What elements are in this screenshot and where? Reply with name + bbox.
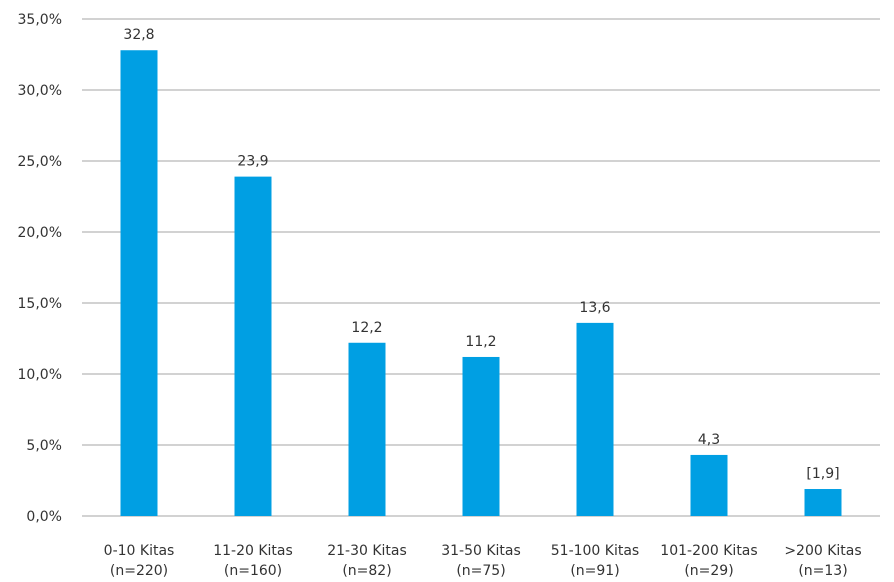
bar	[576, 322, 614, 516]
x-tick-label: 51-100 Kitas	[551, 543, 639, 559]
y-tick-label: 25,0%	[18, 154, 62, 170]
x-tick-label: >200 Kitas	[784, 543, 861, 559]
data-label: 11,2	[465, 334, 496, 350]
data-label: 12,2	[351, 320, 382, 336]
bar	[690, 454, 728, 516]
x-tick-label: 101-200 Kitas	[660, 543, 757, 559]
y-tick-label: 10,0%	[18, 367, 62, 383]
bar	[348, 342, 386, 516]
y-tick-label: 20,0%	[18, 225, 62, 241]
y-tick-label: 0,0%	[26, 509, 62, 525]
data-label: 23,9	[237, 154, 268, 170]
x-tick-label: 31-50 Kitas	[441, 543, 521, 559]
x-tick-sublabel: (n=13)	[798, 563, 847, 579]
data-label: 4,3	[698, 432, 720, 448]
data-label: 32,8	[123, 27, 154, 43]
x-tick-sublabel: (n=29)	[684, 563, 733, 579]
x-tick-sublabel: (n=220)	[110, 563, 168, 579]
data-label: 13,6	[579, 300, 610, 316]
x-tick-label: 21-30 Kitas	[327, 543, 407, 559]
data-label: [1,9]	[806, 466, 839, 482]
y-tick-label: 5,0%	[26, 438, 62, 454]
y-tick-label: 15,0%	[18, 296, 62, 312]
x-tick-sublabel: (n=160)	[224, 563, 282, 579]
bar	[804, 489, 842, 516]
y-tick-label: 35,0%	[18, 12, 62, 28]
bar	[120, 50, 158, 517]
bar	[234, 176, 272, 516]
x-tick-sublabel: (n=75)	[456, 563, 505, 579]
x-tick-label: 0-10 Kitas	[104, 543, 175, 559]
x-tick-label: 11-20 Kitas	[213, 543, 293, 559]
bar	[462, 356, 500, 516]
x-tick-sublabel: (n=91)	[570, 563, 619, 579]
x-tick-sublabel: (n=82)	[342, 563, 391, 579]
y-tick-label: 30,0%	[18, 83, 62, 99]
